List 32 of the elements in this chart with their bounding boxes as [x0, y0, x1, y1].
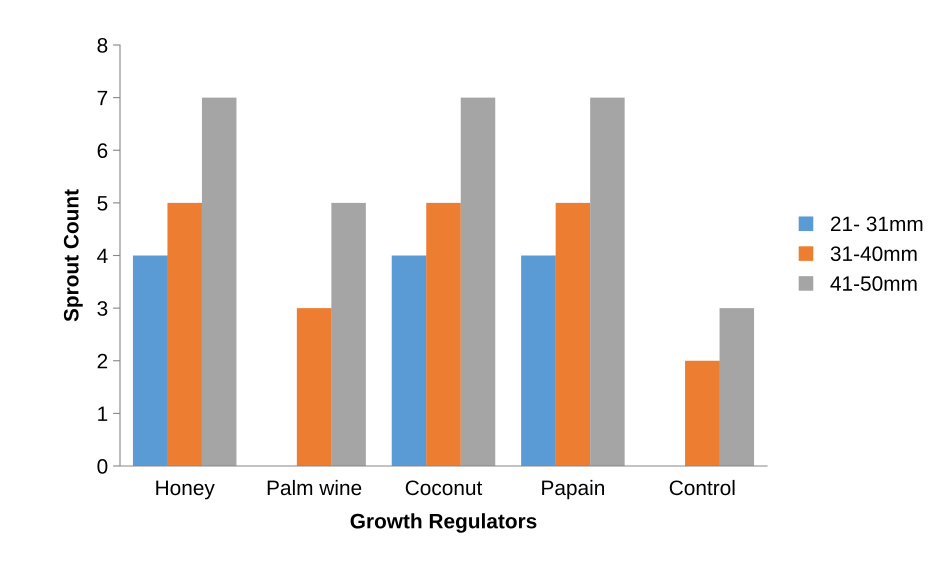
y-tick-label: 3 — [97, 301, 108, 316]
legend-label: 31-40mm — [830, 246, 917, 262]
bar — [296, 308, 332, 466]
y-axis-title: Sprout Count — [64, 189, 83, 322]
x-axis-title: Growth Regulators — [350, 513, 536, 533]
bar — [331, 202, 366, 466]
bar — [590, 98, 625, 466]
bar — [720, 308, 754, 466]
bar — [556, 202, 590, 466]
bar — [426, 202, 461, 466]
x-tick-label: Coconut — [406, 480, 482, 496]
y-tick-label: 8 — [98, 38, 108, 53]
x-tick-label: Honey — [156, 480, 215, 500]
x-tick-label: Control — [670, 480, 734, 496]
y-tick-label: 0 — [97, 459, 108, 474]
bar — [202, 98, 236, 466]
bar — [132, 256, 168, 466]
x-tick-label: Papain — [542, 480, 604, 500]
bar — [521, 256, 556, 466]
legend-label: 41-50mm — [830, 276, 917, 291]
x-tick-label: Palm wine — [268, 480, 362, 496]
bar — [167, 202, 202, 466]
y-tick-label: 2 — [98, 354, 108, 368]
legend-label: 21- 31mm — [830, 216, 922, 232]
bar — [392, 256, 426, 466]
y-tick-label: 7 — [98, 90, 108, 106]
bar — [460, 98, 496, 466]
y-tick-label: 5 — [97, 196, 108, 211]
y-tick-label: 1 — [98, 406, 108, 421]
bar — [685, 360, 720, 466]
y-tick-label: 4 — [97, 248, 108, 264]
y-tick-label: 6 — [98, 143, 108, 158]
